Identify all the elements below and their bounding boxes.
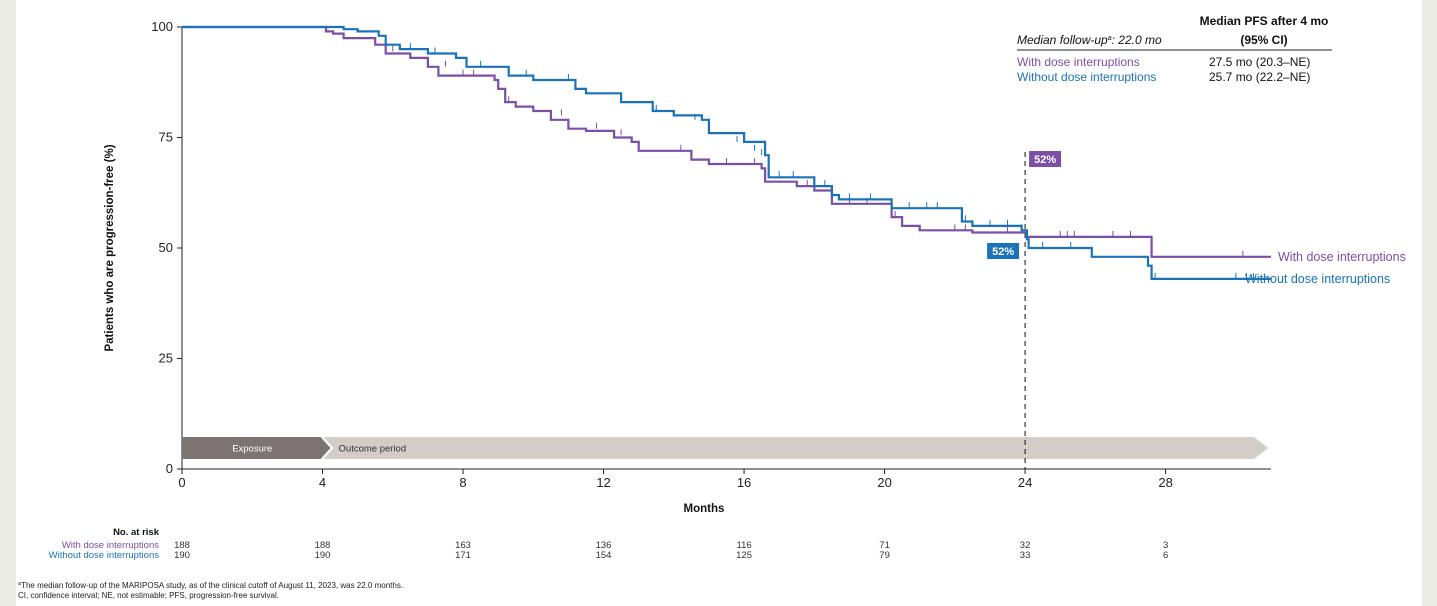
- at-risk-title: No. at risk: [113, 527, 160, 538]
- footnote-sup: a: [18, 581, 22, 587]
- at-risk-table: No. at risk With dose interruptions With…: [49, 527, 1169, 561]
- footnote-text1: The median follow-up of the MARIPOSA stu…: [21, 581, 403, 590]
- landmark-label: 52%: [992, 246, 1014, 258]
- legend-value-without: 25.7 mo (22.2–NE): [1209, 70, 1310, 84]
- legend-followup: Median follow-upa: 22.0 mo: [1017, 33, 1162, 47]
- y-tick-label: 25: [159, 351, 173, 366]
- x-tick-label: 28: [1158, 475, 1172, 490]
- legend-followup-value: : 22.0 mo: [1112, 33, 1162, 47]
- at-risk-value: 188: [174, 540, 190, 551]
- at-risk-value: 6: [1163, 550, 1168, 561]
- legend-label-with: With dose interruptions: [1017, 55, 1140, 69]
- y-tick-label: 100: [151, 19, 173, 34]
- x-tick-label: 4: [319, 475, 326, 490]
- outcome-arrow: [323, 437, 1269, 459]
- at-risk-value: 154: [596, 550, 612, 561]
- at-risk-label-without: Without dose interruptions: [49, 550, 160, 561]
- landmark-badge-with-dose: [1029, 151, 1062, 167]
- x-tick-label: 12: [596, 475, 610, 490]
- at-risk-value: 190: [315, 550, 331, 561]
- at-risk-value: 116: [736, 540, 751, 551]
- outcome-label: Outcome period: [339, 444, 407, 455]
- legend-label-without: Without dose interruptions: [1017, 70, 1156, 84]
- at-risk-value: 163: [455, 540, 471, 551]
- at-risk-label-with: With dose interruptions: [62, 540, 159, 551]
- at-risk-value: 79: [879, 550, 890, 561]
- y-tick-label: 75: [159, 130, 173, 145]
- x-tick-label: 16: [737, 475, 751, 490]
- at-risk-values: 188 188 163 136 116 71 32 3 190 190 171 154 125 79 33 6: [174, 540, 1168, 561]
- x-tick-label: 24: [1018, 475, 1032, 490]
- km-curve-with-dose: [182, 25, 1271, 258]
- at-risk-value: 125: [736, 550, 752, 561]
- at-risk-value: 190: [174, 550, 190, 561]
- landmark-badge-without-dose: [987, 243, 1020, 259]
- km-chart: 0 4 8 12 16 20 24 28 0 25 50 75 100 Exposure Outcome …: [18, 14, 1406, 600]
- axes: [181, 27, 1271, 470]
- footnotes: aThe median follow-up of the MARIPOSA st…: [18, 581, 403, 600]
- x-tick-label: 20: [877, 475, 891, 490]
- end-label-without: Without dose interruptions: [1245, 272, 1390, 286]
- exposure-arrow: [182, 437, 331, 459]
- at-risk-value: 71: [879, 540, 890, 551]
- legend-box: Median follow-upa: 22.0 mo Median PFS af…: [1017, 14, 1332, 84]
- at-risk-value: 171: [455, 550, 471, 561]
- landmark-label: 52%: [1034, 154, 1056, 166]
- end-label-with: With dose interruptions: [1278, 250, 1406, 264]
- y-tick-label: 0: [166, 461, 173, 476]
- ticks: 0 4 8 12 16 20 24 28 0 25 50 75 100: [151, 19, 1173, 490]
- legend-followup-label: Median follow-up: [1017, 33, 1108, 47]
- figure-panel: 0 4 8 12 16 20 24 28 0 25 50 75 100 Exposure Outcome …: [16, 0, 1422, 606]
- exposure-label: Exposure: [232, 444, 272, 455]
- at-risk-value: 33: [1020, 550, 1031, 561]
- y-axis-title: Patients who are progression-free (%): [104, 144, 116, 351]
- y-tick-label: 50: [159, 240, 173, 255]
- at-risk-value: 32: [1020, 540, 1031, 551]
- at-risk-value: 136: [596, 540, 612, 551]
- at-risk-value: 188: [315, 540, 331, 551]
- legend-followup-sup: a: [1108, 35, 1112, 42]
- x-tick-label: 0: [178, 475, 185, 490]
- period-band: Exposure Outcome period: [182, 437, 1269, 459]
- footnote-line1: aThe median follow-up of the MARIPOSA st…: [18, 581, 403, 590]
- at-risk-value: 3: [1163, 540, 1168, 551]
- legend-header-line1: Median PFS after 4 mo: [1200, 14, 1329, 28]
- legend-header-line2: (95% CI): [1240, 33, 1287, 47]
- km-curve-without-dose: [182, 25, 1271, 280]
- x-axis-title: Months: [684, 503, 725, 515]
- legend-value-with: 27.5 mo (20.3–NE): [1209, 55, 1310, 69]
- x-tick-label: 8: [459, 475, 466, 490]
- footnote-line2: CI, confidence interval; NE, not estimab…: [18, 591, 279, 600]
